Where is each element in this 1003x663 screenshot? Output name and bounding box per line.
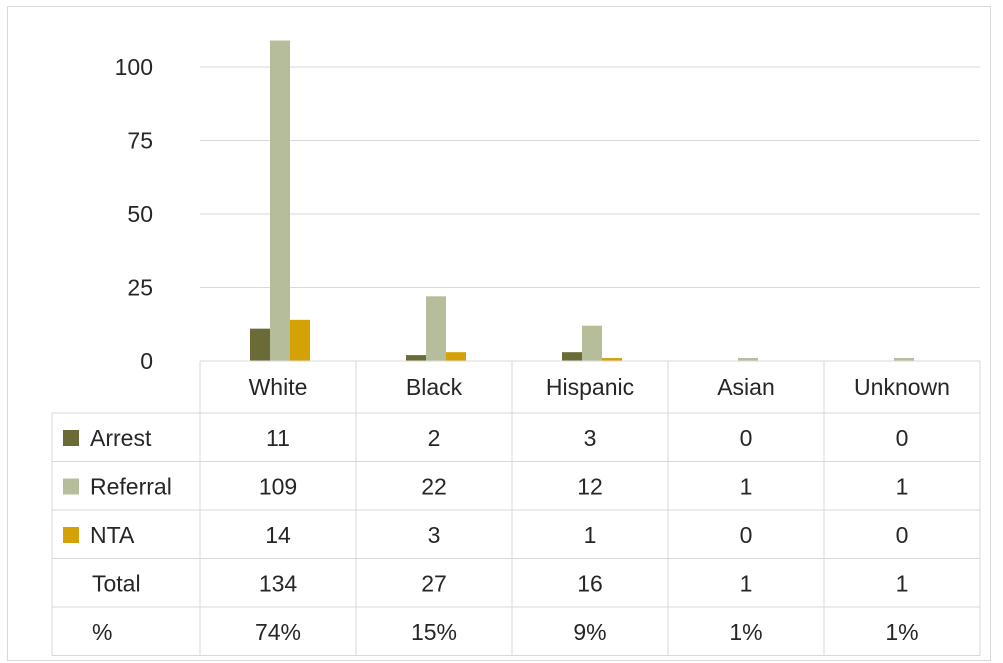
category-label: Hispanic	[546, 374, 634, 400]
legend-key-referral	[63, 478, 79, 495]
table-cell: 9%	[573, 619, 606, 645]
category-label: Unknown	[854, 374, 950, 400]
table-cell: 1	[740, 474, 753, 500]
y-tick-label: 50	[127, 201, 153, 227]
bar-nta	[602, 358, 622, 361]
table-cell: 27	[421, 571, 447, 597]
row-label: %	[92, 619, 112, 645]
bar-referral	[582, 325, 602, 361]
table-cell: 14	[265, 522, 291, 548]
table-cell: 15%	[411, 619, 457, 645]
table-cell: 1	[896, 571, 909, 597]
legend-key-nta	[63, 527, 79, 543]
bar-arrest	[562, 352, 582, 361]
table-cell: 109	[259, 474, 297, 500]
legend-key-arrest	[63, 430, 79, 446]
table-cell: 2	[428, 425, 441, 451]
table-cell: 12	[577, 474, 603, 500]
table-cell: 1	[740, 571, 753, 597]
row-label: NTA	[90, 522, 135, 548]
table-cell: 3	[584, 425, 597, 451]
bar-referral	[738, 358, 758, 361]
table-cell: 3	[428, 522, 441, 548]
chart-frame	[7, 6, 991, 661]
table-cell: 0	[896, 425, 909, 451]
row-label: Arrest	[90, 425, 152, 451]
row-label: Referral	[90, 474, 172, 500]
table-cell: 16	[577, 571, 603, 597]
category-label: Black	[406, 374, 463, 400]
y-tick-label: 0	[140, 348, 153, 374]
bar-arrest	[406, 355, 426, 361]
table-cell: 0	[896, 522, 909, 548]
table-cell: 74%	[255, 619, 301, 645]
y-tick-label: 25	[127, 275, 153, 301]
bar-referral	[270, 40, 290, 361]
table-cell: 1	[896, 474, 909, 500]
table-cell: 1%	[729, 619, 762, 645]
table-cell: 1%	[885, 619, 918, 645]
table-cell: 11	[266, 425, 290, 451]
bar-referral	[894, 358, 914, 361]
category-label: Asian	[717, 374, 775, 400]
category-label: White	[249, 374, 308, 400]
y-tick-label: 100	[115, 54, 153, 80]
y-tick-label: 75	[127, 128, 153, 154]
bar-nta	[290, 319, 310, 361]
row-label: Total	[92, 571, 141, 597]
table-cell: 1	[584, 522, 597, 548]
table-cell: 0	[740, 522, 753, 548]
table-cell: 22	[421, 474, 447, 500]
table-cell: 134	[259, 571, 298, 597]
bar-arrest	[250, 328, 270, 361]
bar-nta	[446, 352, 466, 361]
bar-referral	[426, 296, 446, 361]
table-cell: 0	[740, 425, 753, 451]
